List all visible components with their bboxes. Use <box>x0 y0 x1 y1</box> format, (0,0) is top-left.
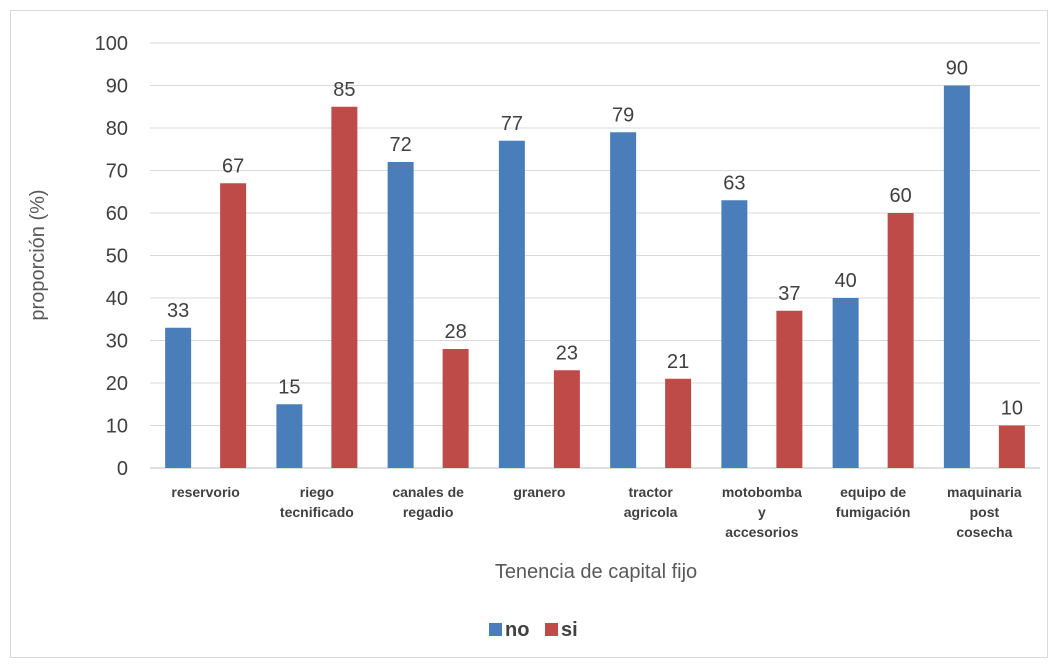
data-label-si: 37 <box>778 283 800 305</box>
y-axis-tick-labels: 0 10 20 30 40 50 60 70 80 90 100 <box>95 33 128 480</box>
category-label: canales de regadio <box>392 484 464 520</box>
category-label: riego tecnificado <box>280 484 354 520</box>
y-tick-label: 80 <box>106 118 128 140</box>
data-label-si: 28 <box>445 321 467 343</box>
category-label: reservorio <box>171 484 239 500</box>
data-label-no: 33 <box>167 300 189 322</box>
bar-no <box>943 85 970 468</box>
legend-label-no: no <box>505 619 529 641</box>
category-label: equipo de fumigación <box>836 484 911 520</box>
bar-no <box>610 132 637 468</box>
data-label-no: 40 <box>835 270 857 292</box>
y-tick-label: 100 <box>95 33 128 55</box>
bar-no <box>832 298 859 468</box>
bar-si <box>887 213 914 468</box>
data-label-si: 21 <box>667 351 689 373</box>
y-tick-label: 90 <box>106 76 128 98</box>
data-label-si: 10 <box>1001 398 1023 420</box>
y-tick-label: 50 <box>106 246 128 268</box>
bars <box>165 85 1025 468</box>
bar-si <box>665 378 692 468</box>
y-tick-label: 0 <box>117 458 128 480</box>
y-tick-label: 10 <box>106 416 128 438</box>
y-tick-label: 20 <box>106 373 128 395</box>
bar-no <box>498 140 525 468</box>
category-label: tractor agricola <box>624 484 678 520</box>
data-label-si: 60 <box>890 185 912 207</box>
bar-si <box>442 349 469 468</box>
y-tick-label: 30 <box>106 331 128 353</box>
category-label: granero <box>513 484 565 500</box>
data-label-no: 79 <box>612 104 634 126</box>
bar-si <box>220 183 247 468</box>
legend-swatch-no <box>489 623 502 636</box>
data-labels: 33 67 15 85 72 28 77 23 79 21 63 37 40 60 90 10 <box>167 58 1023 420</box>
y-axis-title: proporción (%) <box>27 189 49 320</box>
legend-swatch-si <box>545 623 558 636</box>
category-labels: reservorio riego tecnificado canales de rega… <box>171 484 1022 540</box>
data-label-no: 72 <box>390 134 412 156</box>
legend: no si <box>489 619 578 641</box>
data-label-no: 77 <box>501 113 523 135</box>
y-tick-label: 60 <box>106 203 128 225</box>
data-label-no: 15 <box>278 376 300 398</box>
bar-si <box>331 106 358 468</box>
data-label-si: 85 <box>333 79 355 101</box>
data-label-no: 90 <box>946 58 968 80</box>
data-label-no: 63 <box>723 172 745 194</box>
data-label-si: 23 <box>556 342 578 364</box>
data-label-si: 67 <box>222 155 244 177</box>
bar-no <box>387 162 414 468</box>
bar-si <box>553 370 580 468</box>
bar-no <box>721 200 748 468</box>
category-label: maquinaria post cosecha <box>947 484 1022 540</box>
bar-no <box>165 327 192 468</box>
y-tick-label: 70 <box>106 161 128 183</box>
bar-si <box>998 425 1025 468</box>
bar-no <box>276 404 303 468</box>
x-axis-title: Tenencia de capital fijo <box>495 561 697 583</box>
bar-si <box>776 310 803 468</box>
category-label: motobomba y accesorios <box>722 484 802 540</box>
y-tick-label: 40 <box>106 288 128 310</box>
legend-label-si: si <box>561 619 578 641</box>
